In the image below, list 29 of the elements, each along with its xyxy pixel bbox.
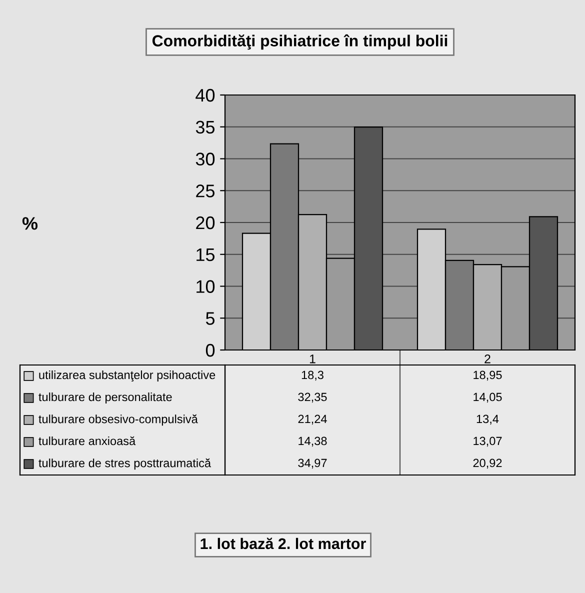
data-label: 14,38: [298, 436, 327, 447]
data-label: 18,95: [474, 370, 502, 381]
x-tick-label: 2: [484, 354, 490, 364]
data-label: 20,92: [473, 458, 502, 469]
x-tick-label: 1: [310, 354, 316, 364]
y-tick-label: 10: [196, 280, 215, 293]
data-label: 32,35: [298, 392, 327, 403]
data-label: 13,07: [474, 436, 502, 447]
legend-label: tulburare obsesivo-compulsivă: [38, 414, 198, 426]
legend-label: utilizarea substanţelor psihoactive: [39, 370, 216, 382]
y-tick-label: 15: [196, 248, 215, 262]
chart-title: Comorbidităţi psihiatrice în timpul bolii: [152, 34, 448, 50]
text: 1. lot bază 2. lot martor: [200, 538, 366, 550]
data-label: 21,24: [298, 414, 327, 425]
legend-label: tulburare de stres posttraumatică: [38, 458, 212, 470]
data-label: 14,05: [474, 392, 502, 403]
y-tick-label: 25: [196, 184, 215, 198]
data-label: 18,3: [302, 370, 324, 381]
text: %: [22, 217, 38, 230]
y-tick-label: 0: [206, 344, 215, 357]
legend-label: tulburare anxioasă: [38, 436, 136, 446]
data-label: 13,4: [476, 414, 499, 425]
y-tick-label: 30: [196, 152, 215, 166]
y-tick-label: 5: [206, 312, 215, 325]
legend-label: tulburare de personalitate: [38, 392, 172, 404]
data-label: 34,97: [298, 458, 327, 469]
y-tick-label: 35: [196, 120, 215, 134]
y-tick-label: 40: [196, 88, 215, 102]
y-tick-label: 20: [196, 216, 215, 230]
